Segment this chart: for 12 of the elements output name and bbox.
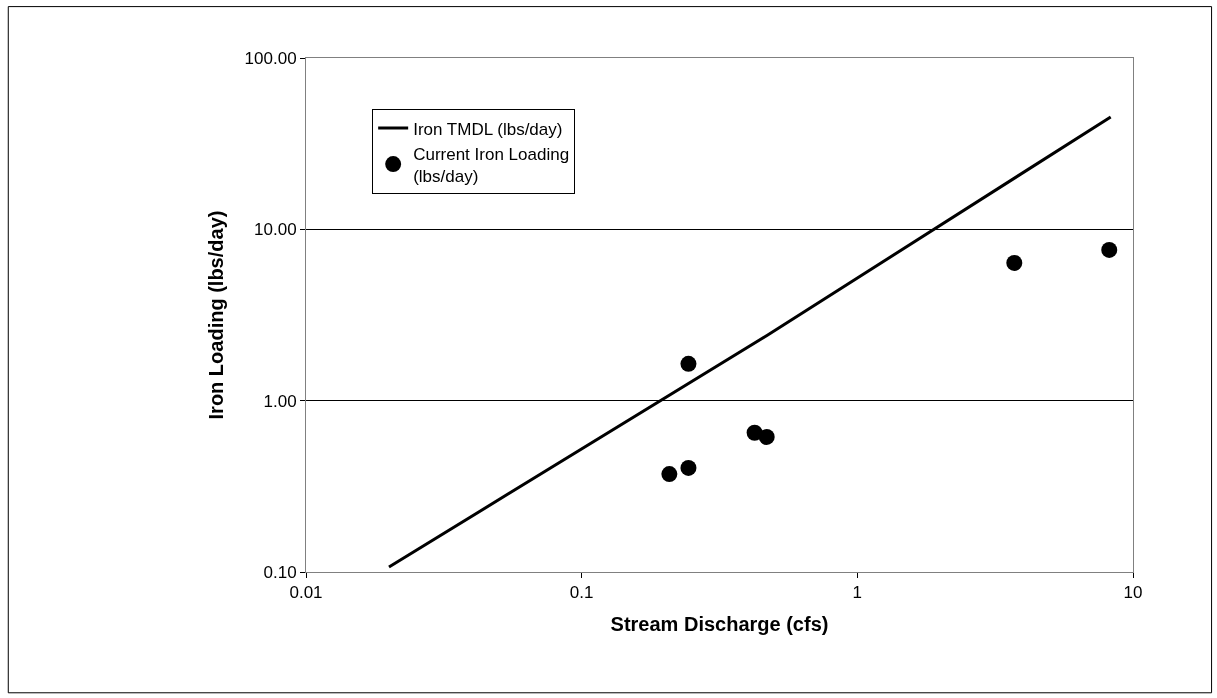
y-tick-label: 100.00 bbox=[244, 48, 297, 68]
y-tick-label: 1.00 bbox=[263, 391, 297, 411]
x-axis-title: Stream Discharge (cfs) bbox=[610, 612, 829, 635]
y-axis-title: Iron Loading (lbs/day) bbox=[205, 210, 228, 420]
x-tick-label: 1 bbox=[852, 583, 863, 603]
x-tick-label: 10 bbox=[1123, 583, 1143, 603]
x-tick-label: 0.1 bbox=[569, 583, 594, 603]
y-tick-label: 0.10 bbox=[263, 562, 297, 582]
legend-label: Iron TMDL (lbs/day) bbox=[413, 119, 563, 139]
legend-label: Current Iron Loading (lbs/day) bbox=[413, 144, 570, 186]
y-tick-label: 10.00 bbox=[254, 220, 297, 240]
x-tick-label: 0.01 bbox=[289, 583, 323, 603]
